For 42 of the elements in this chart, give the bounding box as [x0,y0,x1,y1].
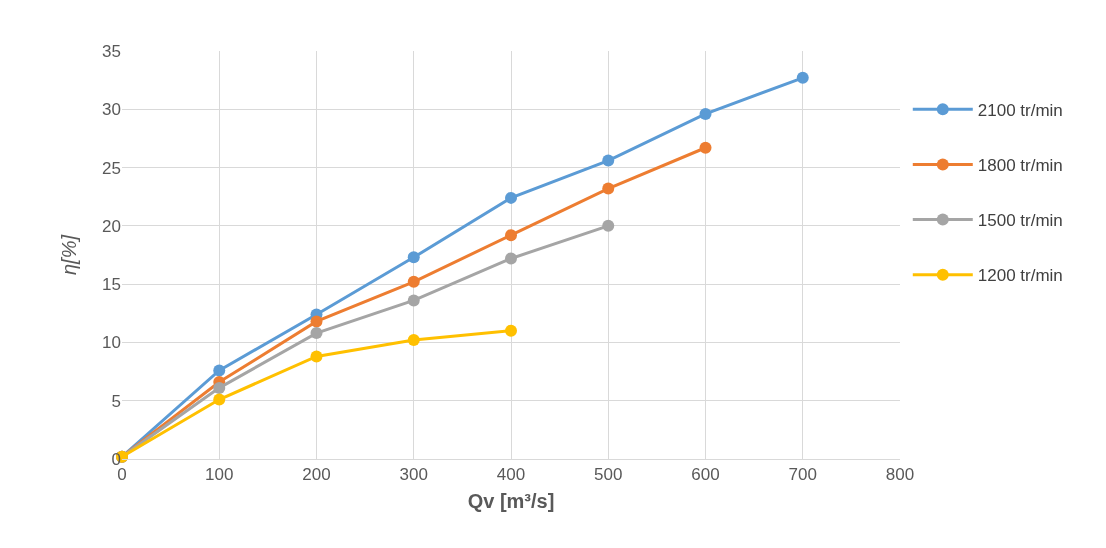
y-tick-label: 15 [102,275,121,295]
y-tick-label: 5 [111,391,121,411]
y-tick-label: 35 [102,41,121,61]
y-tick-label: 0 [111,449,121,469]
point [505,191,517,204]
y-tick-label: 10 [102,333,121,353]
point [310,327,323,340]
point [602,182,615,195]
y-axis-title: η[%] [57,234,80,275]
point [407,251,420,264]
y-tick-label: 30 [102,100,121,120]
x-tick-label: 500 [594,465,623,485]
point [602,154,615,167]
point [310,315,323,328]
x-axis-title: Qv [m³/s] [467,489,555,512]
point [505,229,517,242]
point [213,381,226,394]
y-tick-label: 25 [102,158,121,178]
y-tick-label: 20 [102,216,121,236]
point [796,71,809,84]
x-tick-label: 400 [496,465,526,485]
point [407,275,420,288]
x-tick-label: 600 [691,465,720,485]
point [505,252,517,265]
x-tick-label: 100 [205,465,234,485]
point [213,364,226,377]
legend-label: 1800 tr/min [977,156,1063,176]
x-tick-label: 800 [885,465,915,485]
legend-label: 2100 tr/min [977,100,1063,120]
point [213,393,226,406]
point [602,219,615,232]
x-tick-label: 200 [302,465,331,485]
point [310,350,323,363]
x-tick-label: 300 [399,465,428,485]
point [505,324,517,337]
legend-label: 1500 tr/min [977,211,1063,231]
legend-label: 1200 tr/min [977,266,1063,286]
point [699,107,712,120]
point [699,141,712,154]
x-tick-label: 700 [788,465,817,485]
point [407,294,420,307]
point [407,334,420,347]
